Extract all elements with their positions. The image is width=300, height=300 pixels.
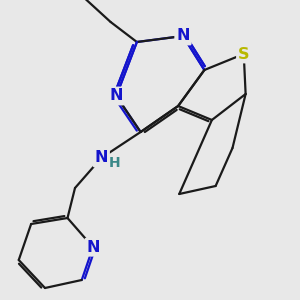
Text: N: N [176,28,190,44]
Text: N: N [110,88,123,104]
Text: H: H [109,156,121,170]
Text: N: N [94,151,108,166]
Text: S: S [238,46,250,62]
Text: N: N [86,240,100,255]
